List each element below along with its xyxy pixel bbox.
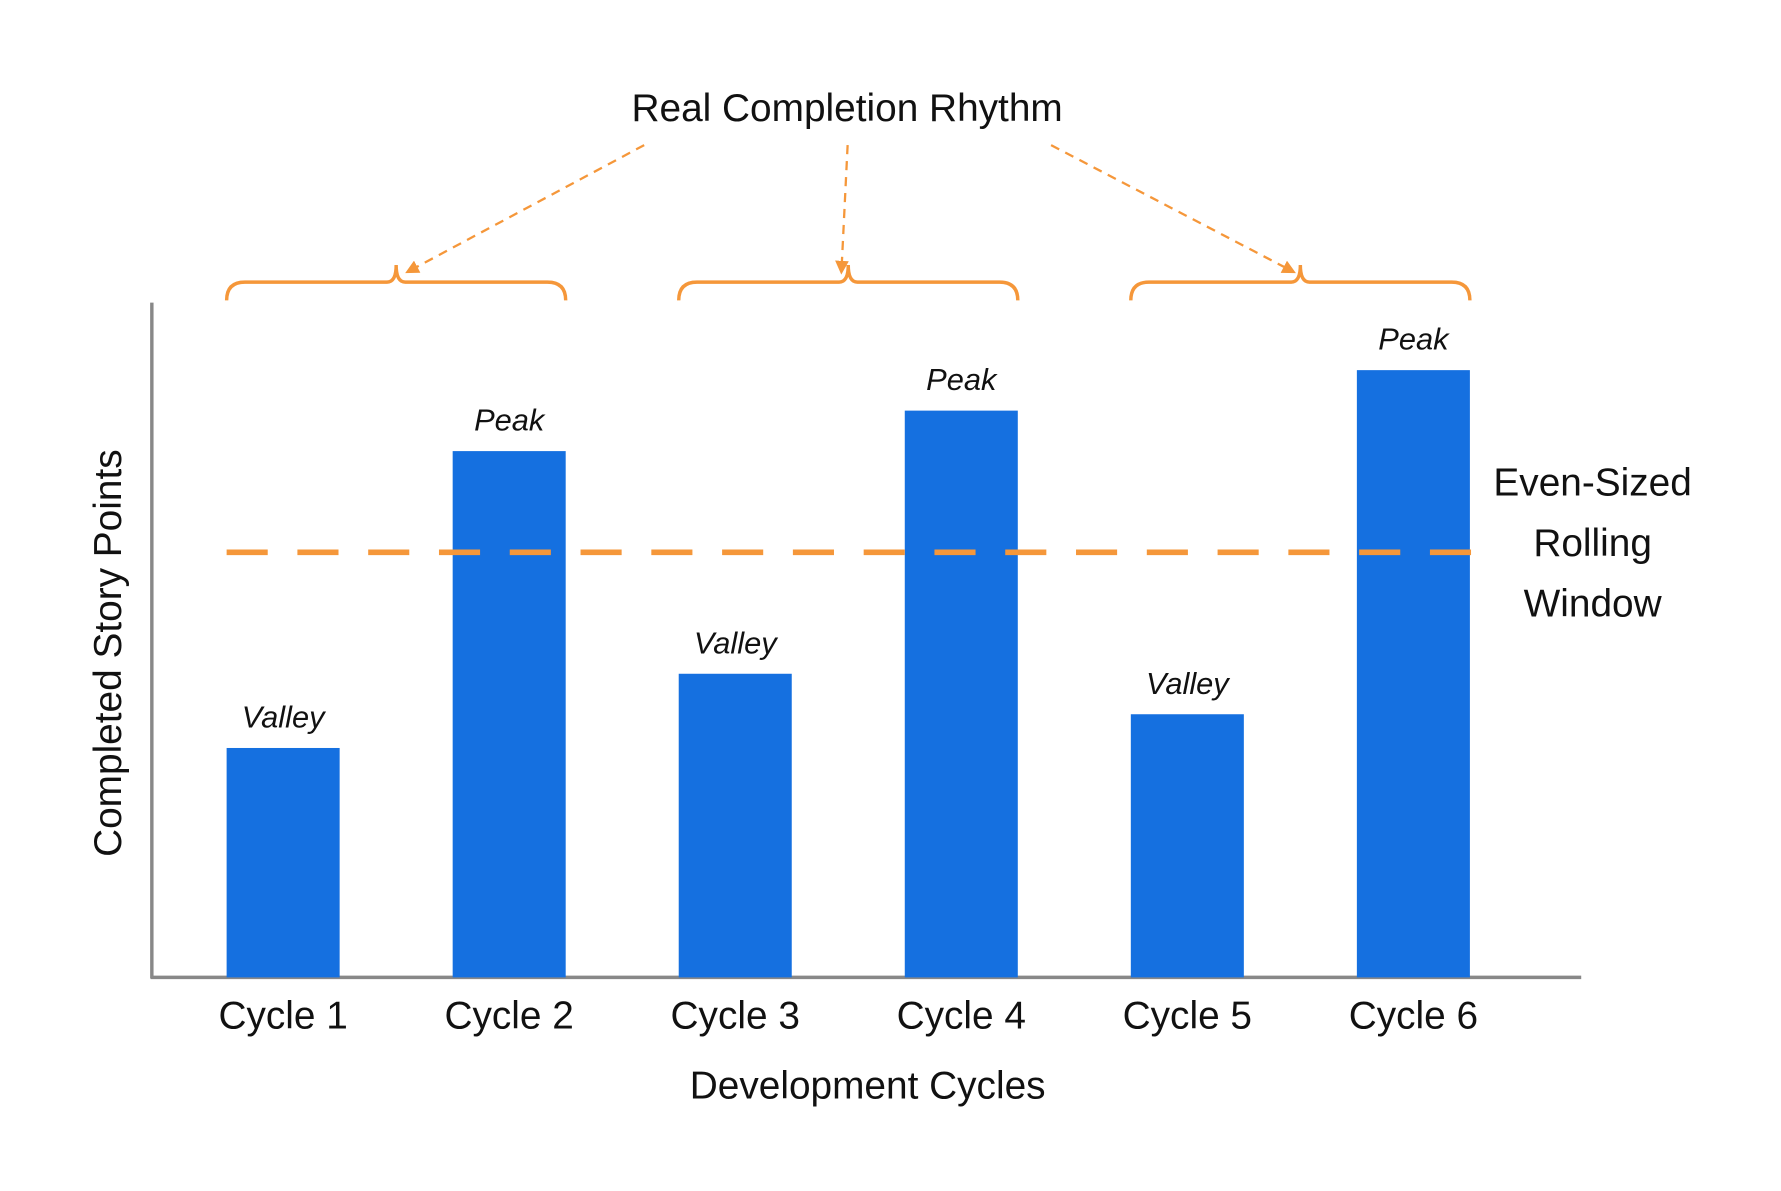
chart-title: Real Completion Rhythm bbox=[631, 87, 1062, 130]
reference-label: Even-Sized bbox=[1493, 462, 1691, 505]
reference-label: Window bbox=[1524, 583, 1663, 626]
bar-annotation: Valley bbox=[242, 700, 326, 735]
bar bbox=[904, 410, 1018, 978]
bar bbox=[1356, 370, 1470, 978]
bar-annotation: Peak bbox=[1378, 322, 1450, 357]
x-tick-label: Cycle 4 bbox=[897, 995, 1026, 1038]
brace bbox=[224, 264, 568, 301]
x-axis-label: Development Cycles bbox=[690, 1064, 1046, 1107]
arrow bbox=[835, 145, 849, 275]
x-tick-label: Cycle 2 bbox=[444, 995, 573, 1038]
bar-annotation: Valley bbox=[1146, 666, 1230, 701]
arrow bbox=[1050, 144, 1296, 274]
brace bbox=[1129, 264, 1472, 301]
brace bbox=[677, 264, 1020, 301]
bar-annotation: Peak bbox=[926, 362, 998, 397]
x-tick-label: Cycle 6 bbox=[1349, 995, 1478, 1038]
x-tick-label: Cycle 3 bbox=[671, 995, 800, 1038]
bar bbox=[1130, 714, 1244, 978]
reference-label: Rolling bbox=[1533, 522, 1652, 565]
x-tick-label: Cycle 5 bbox=[1123, 995, 1252, 1038]
bar-annotation: Valley bbox=[694, 625, 778, 660]
arrow bbox=[405, 144, 645, 274]
x-tick-label: Cycle 1 bbox=[218, 995, 347, 1038]
bar bbox=[226, 747, 340, 978]
bar-annotation: Peak bbox=[474, 403, 546, 438]
y-axis-label: Completed Story Points bbox=[87, 449, 130, 857]
bar bbox=[678, 673, 792, 978]
bar bbox=[452, 451, 566, 978]
